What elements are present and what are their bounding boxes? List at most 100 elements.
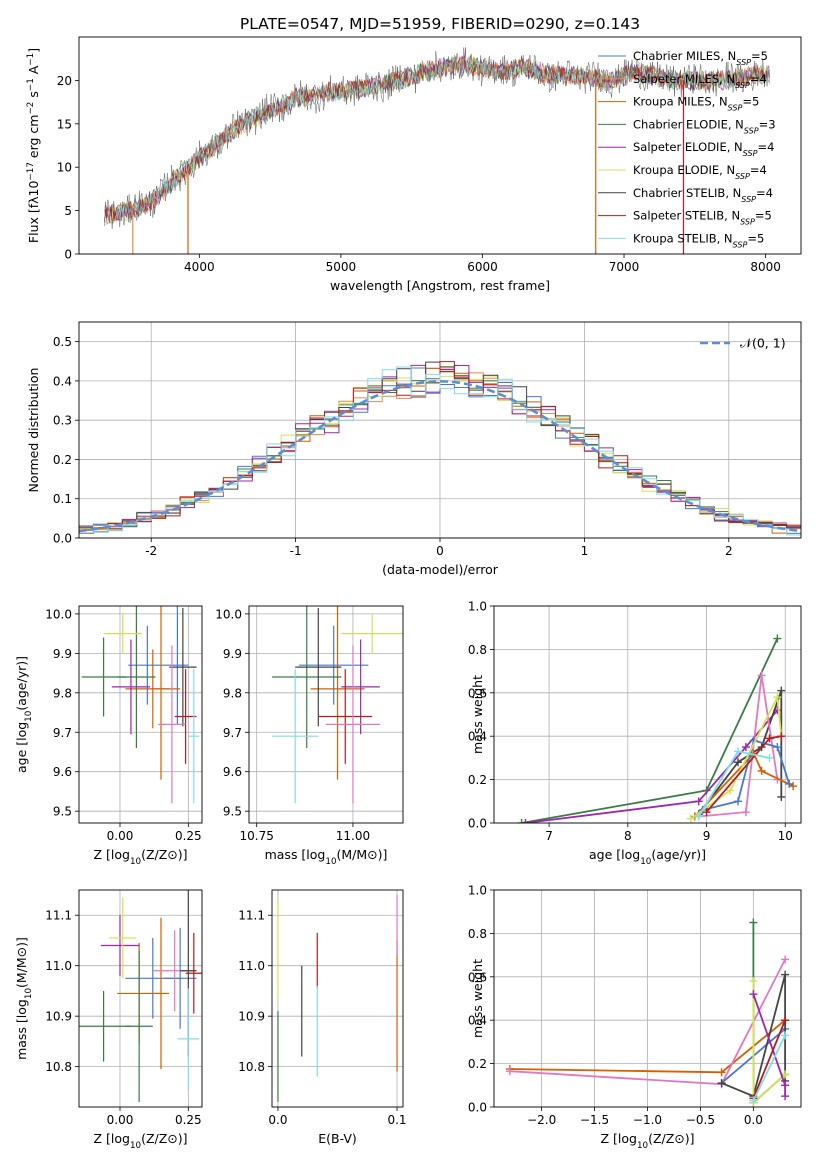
age_vs_Z-y-tick-label: 10.0 bbox=[45, 607, 72, 621]
figure-title: PLATE=0547, MJD=51959, FIBERID=0290, z=0… bbox=[240, 15, 640, 33]
age_vs_Z-y-tick-label: 9.9 bbox=[53, 647, 72, 661]
residuals-y-tick-label: 0.1 bbox=[53, 492, 72, 506]
age_vs_Z-axes: 0.00 0.25 9.5 9.6 9.7 9.8 9.9 10.0 Z [log10(Z/Z⊙… bbox=[14, 605, 203, 867]
age_vs_mass-x-tick-label: 10.75 bbox=[240, 829, 274, 843]
plus-marker bbox=[777, 686, 786, 695]
spectrum-x-tick-label: 6000 bbox=[467, 260, 498, 274]
mass_vs_Z-y-axis-label: mass [log10(M/M⊙)] bbox=[14, 937, 34, 1060]
plus-marker bbox=[773, 743, 782, 752]
residuals-legend: 𝒩(0, 1) bbox=[700, 336, 786, 351]
mass_vs_Z-x-tick-label: 0.25 bbox=[175, 1113, 202, 1127]
age_vs_mass-frame bbox=[248, 605, 404, 824]
error-bar-point bbox=[318, 669, 373, 764]
legend-label: Kroupa MILES, NSSP=5 bbox=[633, 95, 759, 113]
mass-weight-line bbox=[694, 752, 794, 818]
age_vs_Z-y-tick-label: 9.5 bbox=[53, 805, 72, 819]
age_vs_mass-y-tick-label: 9.7 bbox=[223, 726, 242, 740]
legend-label: Chabrier STELIB, NSSP=4 bbox=[633, 186, 773, 204]
weight_vs_age-grid bbox=[494, 605, 801, 824]
mass_vs_ebv-grid bbox=[272, 890, 403, 1107]
residuals-axes: -2 -1 0 1 2 0.0 0.1 0.2 0.3 0.4 0.5 (data-model)/er… bbox=[26, 321, 802, 577]
plus-marker bbox=[757, 766, 766, 775]
plus-marker bbox=[741, 808, 750, 817]
residuals-plot-area bbox=[79, 361, 801, 536]
weight_vs_age-frame bbox=[493, 605, 802, 824]
weight_vs_age-x-tick-label: 9 bbox=[703, 829, 711, 843]
residuals-y-tick-label: 0.0 bbox=[53, 532, 72, 546]
error-bar-point bbox=[158, 645, 186, 804]
age_vs_mass-x-axis-label: mass [log10(M/M⊙)] bbox=[265, 847, 388, 867]
weight_vs_age-axes: 7 8 9 10 0.0 0.2 0.4 0.6 0.8 1.0 age [log10(age/yr… bbox=[468, 600, 802, 867]
mass-weight-line bbox=[690, 693, 783, 820]
age_vs_mass-grid bbox=[249, 606, 403, 823]
weight_vs_age-plot-area bbox=[517, 634, 798, 823]
plus-marker bbox=[781, 1092, 790, 1101]
residuals-x-tick-label: 2 bbox=[725, 544, 733, 558]
mass-weight-line bbox=[525, 709, 779, 823]
residuals-x-tick-label: 1 bbox=[581, 544, 589, 558]
plus-marker bbox=[757, 671, 766, 680]
residuals-x-tick-label: 0 bbox=[436, 544, 444, 558]
mass-weight-line bbox=[752, 1019, 786, 1099]
error-bar-point bbox=[166, 606, 189, 725]
legend-label: Salpeter MILES, NSSP=4 bbox=[633, 72, 767, 90]
plus-marker bbox=[734, 797, 743, 806]
residuals-x-axis-label: (data-model)/error bbox=[382, 562, 499, 577]
residuals-panel: -2 -1 0 1 2 0.0 0.1 0.2 0.3 0.4 0.5 (data-model)/er… bbox=[26, 321, 802, 577]
spectrum-x-tick-label: 4000 bbox=[184, 260, 215, 274]
mass_vs_Z-y-tick-label: 10.9 bbox=[45, 1010, 72, 1024]
age_vs_Z-frame bbox=[78, 605, 203, 824]
error-bar-point bbox=[128, 625, 167, 705]
legend-label: Chabrier MILES, NSSP=5 bbox=[633, 49, 768, 67]
mass_vs_ebv-y-tick-label: 11.0 bbox=[238, 959, 265, 973]
error-bar-point bbox=[272, 669, 319, 804]
spectrum-y-tick-label: 10 bbox=[57, 161, 72, 175]
residuals-x-tick-label: -1 bbox=[290, 544, 302, 558]
weight_vs_Z-x-tick-label: −1.0 bbox=[633, 1113, 662, 1127]
plus-marker bbox=[781, 955, 790, 964]
plus-marker bbox=[749, 918, 758, 927]
plus-marker bbox=[777, 732, 786, 741]
mass_vs_ebv-y-tick-label: 10.8 bbox=[238, 1060, 265, 1074]
mass-vs-metallicity-panel: 0.00 0.25 10.8 10.9 11.0 11.1 Z [log10(Z/Z⊙)] m… bbox=[14, 889, 203, 1151]
plus-marker bbox=[785, 779, 794, 788]
legend-label: Salpeter STELIB, NSSP=5 bbox=[633, 209, 772, 227]
legend-label: Kroupa ELODIE, NSSP=4 bbox=[633, 163, 767, 181]
mass_vs_Z-plot-area bbox=[79, 890, 202, 1102]
weight_vs_Z-y-tick-label: 0.4 bbox=[468, 1014, 487, 1028]
plus-marker bbox=[702, 808, 711, 817]
weight_vs_Z-y-tick-label: 0.0 bbox=[468, 1101, 487, 1115]
legend-label: Salpeter ELODIE, NSSP=4 bbox=[633, 140, 774, 158]
mass-weight-line bbox=[721, 974, 786, 1098]
plus-marker bbox=[741, 743, 750, 752]
residuals-y-axis-label: Normed distribution bbox=[26, 368, 41, 493]
weight_vs_Z-y-tick-label: 0.6 bbox=[468, 970, 487, 984]
age_vs_Z-grid bbox=[79, 606, 202, 823]
weight_vs_age-x-tick-label: 10 bbox=[778, 829, 793, 843]
plus-marker bbox=[749, 990, 758, 999]
weight_vs_Z-y-tick-label: 1.0 bbox=[468, 884, 487, 898]
age_vs_Z-x-tick-label: 0.25 bbox=[175, 829, 202, 843]
weight_vs_age-y-tick-label: 0.2 bbox=[468, 773, 487, 787]
spectrum-x-tick-label: 7000 bbox=[609, 260, 640, 274]
mass_vs_ebv-y-tick-label: 10.9 bbox=[238, 1010, 265, 1024]
mass-vs-ebv-panel: 0.0 0.1 10.8 10.9 11.0 11.1 E(B-V) bbox=[238, 889, 407, 1146]
spectrum-y-tick-label: 15 bbox=[57, 117, 72, 131]
legend-label: 𝒩(0, 1) bbox=[740, 336, 786, 351]
residuals-x-tick-label: -2 bbox=[145, 544, 157, 558]
weight_vs_Z-x-tick-label: −1.5 bbox=[580, 1113, 609, 1127]
error-bar-point bbox=[117, 606, 156, 749]
plus-marker bbox=[717, 1068, 726, 1077]
age_vs_mass-y-tick-label: 9.9 bbox=[223, 647, 242, 661]
age_vs_Z-y-tick-label: 9.6 bbox=[53, 765, 72, 779]
legend-label: Chabrier ELODIE, NSSP=3 bbox=[633, 117, 776, 135]
mass_vs_ebv-frame bbox=[271, 889, 404, 1108]
weight_vs_age-x-axis-label: age [log10(age/yr)] bbox=[589, 847, 706, 867]
mass_vs_Z-axes: 0.00 0.25 10.8 10.9 11.0 11.1 Z [log10(Z/Z⊙)] m… bbox=[14, 889, 203, 1151]
error-bar-point bbox=[174, 669, 197, 764]
error-bar-point bbox=[79, 990, 131, 1062]
plus-marker bbox=[765, 734, 774, 743]
plus-marker bbox=[734, 758, 743, 767]
plus-marker bbox=[781, 1070, 790, 1079]
mass_vs_Z-y-tick-label: 11.1 bbox=[45, 909, 72, 923]
